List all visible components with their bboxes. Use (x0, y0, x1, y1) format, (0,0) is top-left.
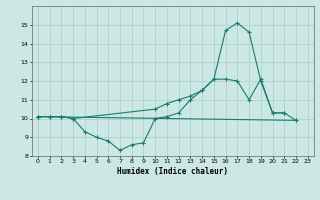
X-axis label: Humidex (Indice chaleur): Humidex (Indice chaleur) (117, 167, 228, 176)
